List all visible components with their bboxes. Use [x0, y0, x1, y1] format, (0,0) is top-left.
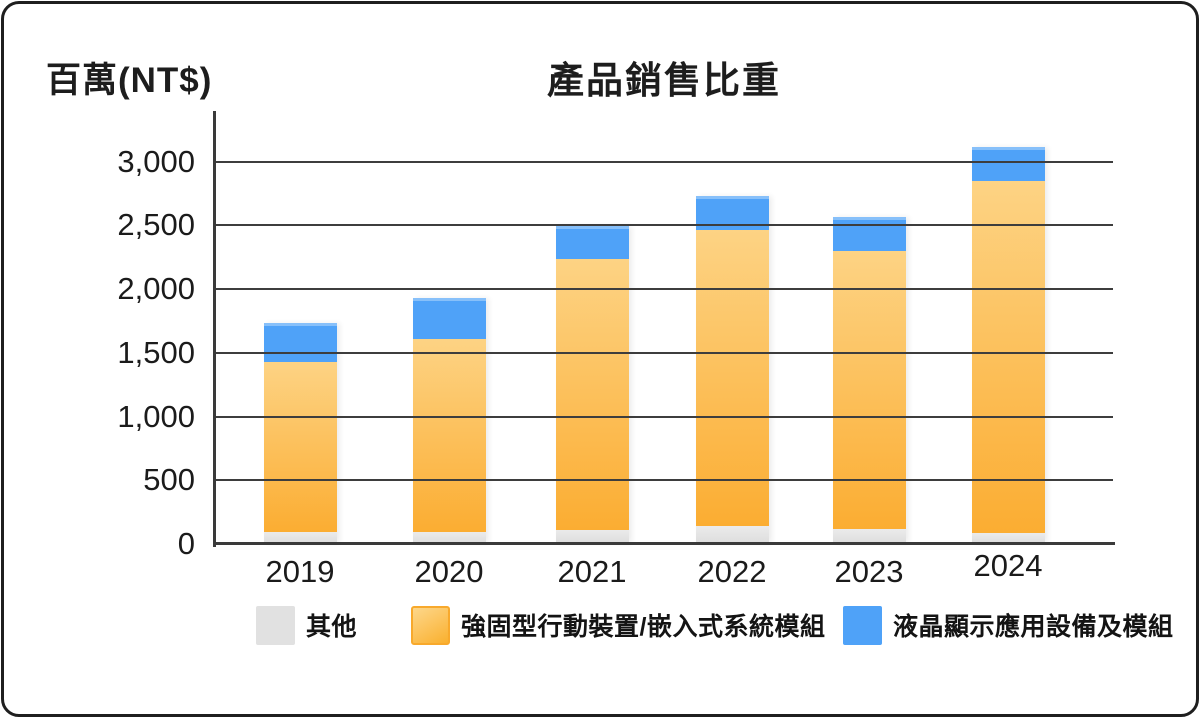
- legend-item-other: 其他: [256, 603, 357, 647]
- bar-2024: [972, 146, 1045, 543]
- bar-segment-lcd-display: [696, 196, 769, 230]
- gridline-3000: [214, 160, 1113, 163]
- bar-segment-rugged-mobile: [696, 229, 769, 527]
- y-tick-label-0: 0: [177, 526, 195, 561]
- gridline-1000: [214, 415, 1113, 418]
- bar-segment-lcd-display: [972, 146, 1045, 182]
- bar-segment-other: [972, 532, 1045, 543]
- bar-segment-lcd-display: [413, 298, 486, 340]
- bar-2019: [264, 322, 337, 543]
- x-axis-label-2020: 2020: [414, 554, 484, 589]
- bar-2022: [696, 196, 769, 543]
- x-axis-line: [213, 542, 1115, 545]
- legend-label-other: 其他: [306, 613, 358, 641]
- y-axis-line: [213, 111, 216, 547]
- y-tick-label-2500: 2,500: [117, 207, 195, 243]
- chart-title: 產品銷售比重: [547, 60, 781, 101]
- bar-segment-rugged-mobile: [556, 258, 629, 531]
- bar-segment-other: [833, 529, 906, 543]
- y-tick-label-3000: 3,000: [117, 143, 195, 179]
- gridline-1500: [214, 351, 1113, 354]
- y-tick-label-500: 500: [143, 462, 195, 498]
- bar-segment-other: [556, 530, 629, 543]
- bar-segment-rugged-mobile: [264, 362, 337, 532]
- y-axis-unit-label: 百萬(NT$): [46, 61, 213, 100]
- bar-2021: [556, 225, 629, 543]
- y-tick-label-1000: 1,000: [117, 398, 195, 434]
- bar-segment-rugged-mobile: [972, 181, 1045, 533]
- bar-segment-other: [264, 531, 337, 543]
- bar-segment-other: [696, 526, 769, 543]
- y-tick-label-2000: 2,000: [117, 271, 195, 307]
- x-axis-label-2024: 2024: [973, 548, 1043, 583]
- legend-item-rugged-mobile: 強固型行動裝置/嵌入式系統模組: [411, 603, 825, 647]
- gridline-500: [214, 479, 1113, 482]
- x-axis-label-2023: 2023: [834, 554, 904, 589]
- bar-2020: [413, 298, 486, 543]
- bar-segment-rugged-mobile: [833, 251, 906, 529]
- legend-swatch-other-icon: [256, 605, 295, 645]
- bar-segment-other: [413, 531, 486, 543]
- legend-swatch-lcd-display-icon: [843, 605, 882, 645]
- y-tick-label-1500: 1,500: [117, 334, 195, 370]
- bar-segment-lcd-display: [556, 225, 629, 259]
- legend: 其他 強固型行動裝置/嵌入式系統模組 液晶顯示應用設備及模組: [0, 603, 1200, 651]
- legend-label-rugged-mobile: 強固型行動裝置/嵌入式系統模組: [461, 613, 826, 641]
- bar-segment-rugged-mobile: [413, 339, 486, 532]
- x-axis-label-2021: 2021: [557, 554, 627, 589]
- x-axis-label-2022: 2022: [697, 554, 767, 589]
- bar-segment-lcd-display: [264, 322, 337, 362]
- x-axis-label-2019: 2019: [265, 554, 335, 589]
- gridline-2000: [214, 288, 1113, 291]
- legend-swatch-rugged-mobile-icon: [411, 605, 450, 645]
- plot-area: 0 500 1,000 1,500 2,000 2,500 3,000 2019 2020 202…: [117, 111, 1115, 589]
- legend-label-lcd-display: 液晶顯示應用設備及模組: [893, 613, 1174, 641]
- bar-2023: [833, 216, 906, 543]
- bar-segment-lcd-display: [833, 216, 906, 252]
- gridline-2500: [214, 224, 1113, 227]
- legend-item-lcd-display: 液晶顯示應用設備及模組: [843, 603, 1174, 647]
